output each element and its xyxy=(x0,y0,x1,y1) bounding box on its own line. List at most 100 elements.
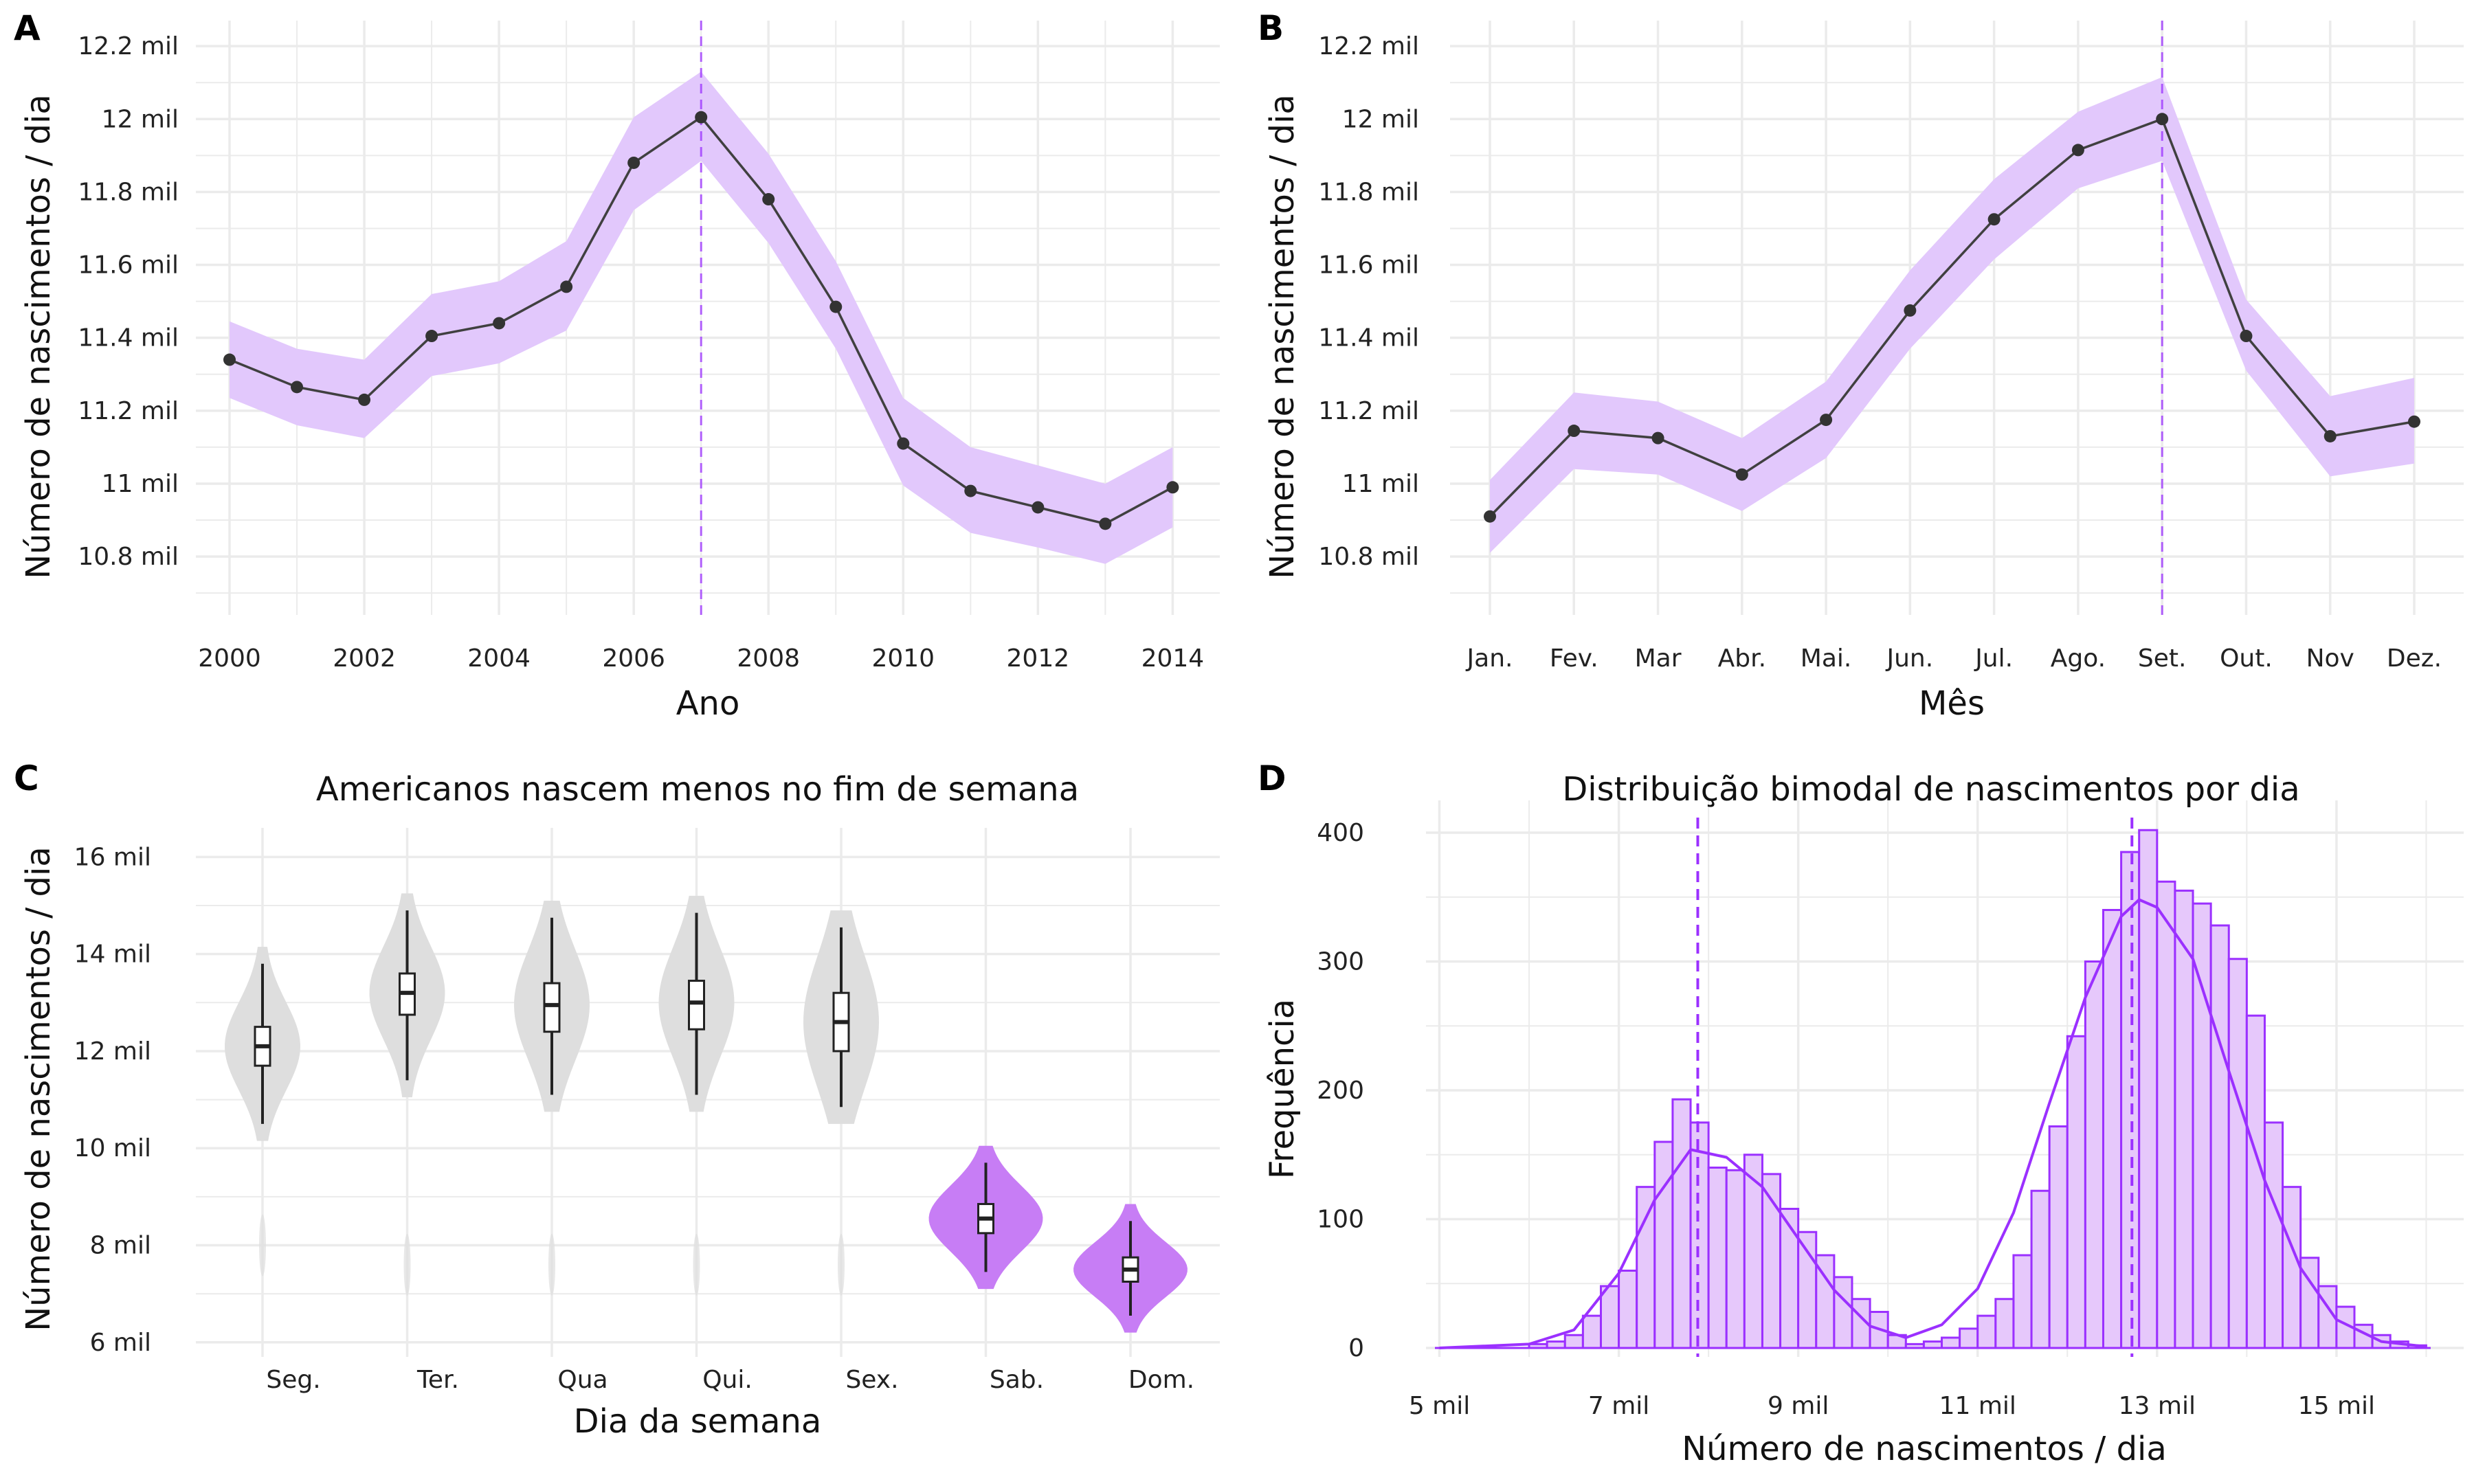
panel-c-y-tick-label: 6 mil xyxy=(90,1329,151,1357)
panel-a-data-point xyxy=(829,300,843,313)
panel-c-title: Americanos nascem menos no fim de semana xyxy=(316,770,1079,809)
panel-b-data-point xyxy=(2408,415,2420,428)
panel-d-histogram-bar xyxy=(2156,880,2176,1349)
panel-b: 10.8 mil 11 mil 11.2 mil 11.4 mil 11.6 mil 11… xyxy=(1258,8,2464,723)
panel-d-density-curve xyxy=(1439,898,2427,1349)
panel-c-y-tick-label: 10 mil xyxy=(74,1134,151,1162)
panel-b-data-point xyxy=(1820,414,1833,427)
panel-d-histogram-bar xyxy=(1671,1098,1692,1349)
panel-d-y-axis-title: Frequência xyxy=(1263,999,1302,1179)
panel-a-y-tick-label: 11.8 mil xyxy=(78,178,179,206)
panel-c-x-tick-label: Sab. xyxy=(990,1366,1044,1394)
panel-d-y-tick-label: 0 xyxy=(1348,1334,1364,1362)
panel-b-y-tick-label: 10.8 mil xyxy=(1318,543,1419,571)
panel-a-y-axis-title: Número de nascimentos / dia xyxy=(19,94,58,579)
panel-d-histogram-bar xyxy=(1779,1208,1800,1349)
panel-a-data-point xyxy=(425,330,438,343)
panel-d-label: D xyxy=(1258,758,1286,798)
panel-b-y-tick-label: 11.2 mil xyxy=(1318,397,1419,425)
panel-b-y-tick-label: 12.2 mil xyxy=(1318,32,1419,60)
panel-b-data-point xyxy=(1904,304,1917,317)
panel-b-y-tick-label: 12 mil xyxy=(1342,105,1419,133)
panel-b-confidence-band xyxy=(1490,77,2414,553)
panel-b-x-tick-label: Dez. xyxy=(2387,644,2442,673)
panel-b-y-tick-label: 11.8 mil xyxy=(1318,178,1419,206)
panel-d-y-tick-label: 400 xyxy=(1317,819,1364,847)
panel-c-x-tick-label: Seg. xyxy=(266,1366,320,1394)
panel-b-series-line xyxy=(1489,117,2415,517)
panel-d-histogram-bar xyxy=(1833,1276,1853,1349)
panel-d-x-tick-label: 11 mil xyxy=(1939,1392,2016,1420)
panel-a-y-tick-label: 11.4 mil xyxy=(78,324,179,352)
panel-d-histogram-bar xyxy=(1618,1270,1638,1349)
panel-a-data-point xyxy=(1166,481,1179,494)
panel-d-histogram-bar xyxy=(1707,1167,1728,1349)
panel-a-y-tick-label: 11.2 mil xyxy=(78,397,179,425)
panel-a-y-tick-label: 12 mil xyxy=(102,105,179,133)
panel-a-y-tick-label: 11.6 mil xyxy=(78,251,179,280)
panel-c-x-tick-label: Dom. xyxy=(1128,1366,1194,1394)
panel-a-label: A xyxy=(14,8,41,48)
panel-d-x-tick-label: 5 mil xyxy=(1409,1392,1470,1420)
panel-d-histogram-bar xyxy=(2102,909,2123,1349)
panel-b-data-point xyxy=(1651,431,1664,445)
panel-c-box xyxy=(543,982,561,1033)
panel-d-histogram-bar xyxy=(2066,1035,2086,1349)
panel-d-histogram-bar xyxy=(2012,1254,2033,1349)
panel-d-histogram-bar xyxy=(2084,960,2104,1349)
panel-c-x-tick-label: Qui. xyxy=(702,1366,753,1394)
panel-d-histogram-bar xyxy=(2120,851,2141,1349)
panel-b-x-axis-title: Mês xyxy=(1919,684,1985,723)
panel-d-histogram-bar xyxy=(2138,829,2159,1349)
panel-d-histogram-bar xyxy=(2192,902,2212,1349)
panel-b-x-tick-label: Abr. xyxy=(1718,644,1766,673)
panel-a-data-point xyxy=(762,193,775,206)
panel-c-y-tick-label: 12 mil xyxy=(74,1037,151,1066)
panel-a: 10.8 mil 11 mil 11.2 mil 11.4 mil 11.6 mil 11… xyxy=(14,8,1220,723)
panel-d-title: Distribuição bimodal de nascimentos por … xyxy=(1562,770,2299,809)
panel-a-data-point xyxy=(897,437,910,450)
panel-b-x-tick-label: Ago. xyxy=(2051,644,2106,673)
panel-d-histogram-bar xyxy=(2174,889,2194,1349)
panel-d-histogram-bar xyxy=(1653,1140,1674,1349)
panel-a-confidence-band xyxy=(230,71,1173,564)
panel-c-violin-tail xyxy=(693,1233,700,1296)
panel-c-y-axis-title: Número de nascimentos / dia xyxy=(19,846,58,1331)
panel-a-data-point xyxy=(1099,517,1112,530)
panel-d-histogram-bar xyxy=(1725,1169,1746,1349)
panel-b-data-point xyxy=(2323,429,2337,442)
panel-c-box xyxy=(688,980,705,1031)
panel-c-y-tick-label: 8 mil xyxy=(90,1232,151,1260)
panel-c-x-tick-label: Ter. xyxy=(416,1366,459,1394)
panel-b-y-tick-label: 11.6 mil xyxy=(1318,251,1419,280)
panel-b-x-tick-label: Fev. xyxy=(1550,644,1598,673)
panel-c-violin-tail xyxy=(838,1233,845,1296)
panel-b-x-tick-label: Jan. xyxy=(1466,644,1513,673)
panel-d-histogram-bar xyxy=(1976,1314,1997,1349)
panel-d-histogram-bar xyxy=(2335,1305,2356,1349)
panel-b-data-point xyxy=(2240,330,2253,343)
panel-d-histogram-bar xyxy=(1689,1121,1710,1349)
panel-a-data-point xyxy=(627,156,640,169)
panel-a-x-axis-title: Ano xyxy=(676,684,740,723)
panel-d-y-tick-label: 100 xyxy=(1317,1206,1364,1234)
panel-b-x-tick-label: Nov xyxy=(2306,644,2354,673)
panel-c-violin-tail xyxy=(403,1233,411,1296)
panel-b-y-tick-label: 11.4 mil xyxy=(1318,324,1419,352)
panel-a-data-point xyxy=(560,280,573,293)
panel-b-x-tick-label: Jun. xyxy=(1886,644,1934,673)
panel-d-x-tick-label: 7 mil xyxy=(1588,1392,1649,1420)
panel-a-x-tick-label: 2006 xyxy=(602,644,665,673)
panel-d-x-axis-title: Número de nascimentos / dia xyxy=(1682,1430,2167,1468)
panel-c-x-tick-label: Qua xyxy=(557,1366,608,1394)
panel-d-histogram-bar xyxy=(2048,1125,2069,1349)
panel-d-histogram-bar xyxy=(2227,958,2248,1349)
panel-d-y-tick-label: 300 xyxy=(1317,948,1364,976)
panel-b-x-tick-label: Set. xyxy=(2138,644,2187,673)
panel-c-violin-tail xyxy=(548,1233,555,1296)
panel-a-x-tick-label: 2014 xyxy=(1141,644,1205,673)
panel-d-x-tick-label: 13 mil xyxy=(2119,1392,2196,1420)
panel-a-data-point xyxy=(223,353,236,366)
panel-d-histogram-bar xyxy=(1636,1186,1656,1349)
panel-d-histogram-bar xyxy=(1599,1285,1620,1349)
